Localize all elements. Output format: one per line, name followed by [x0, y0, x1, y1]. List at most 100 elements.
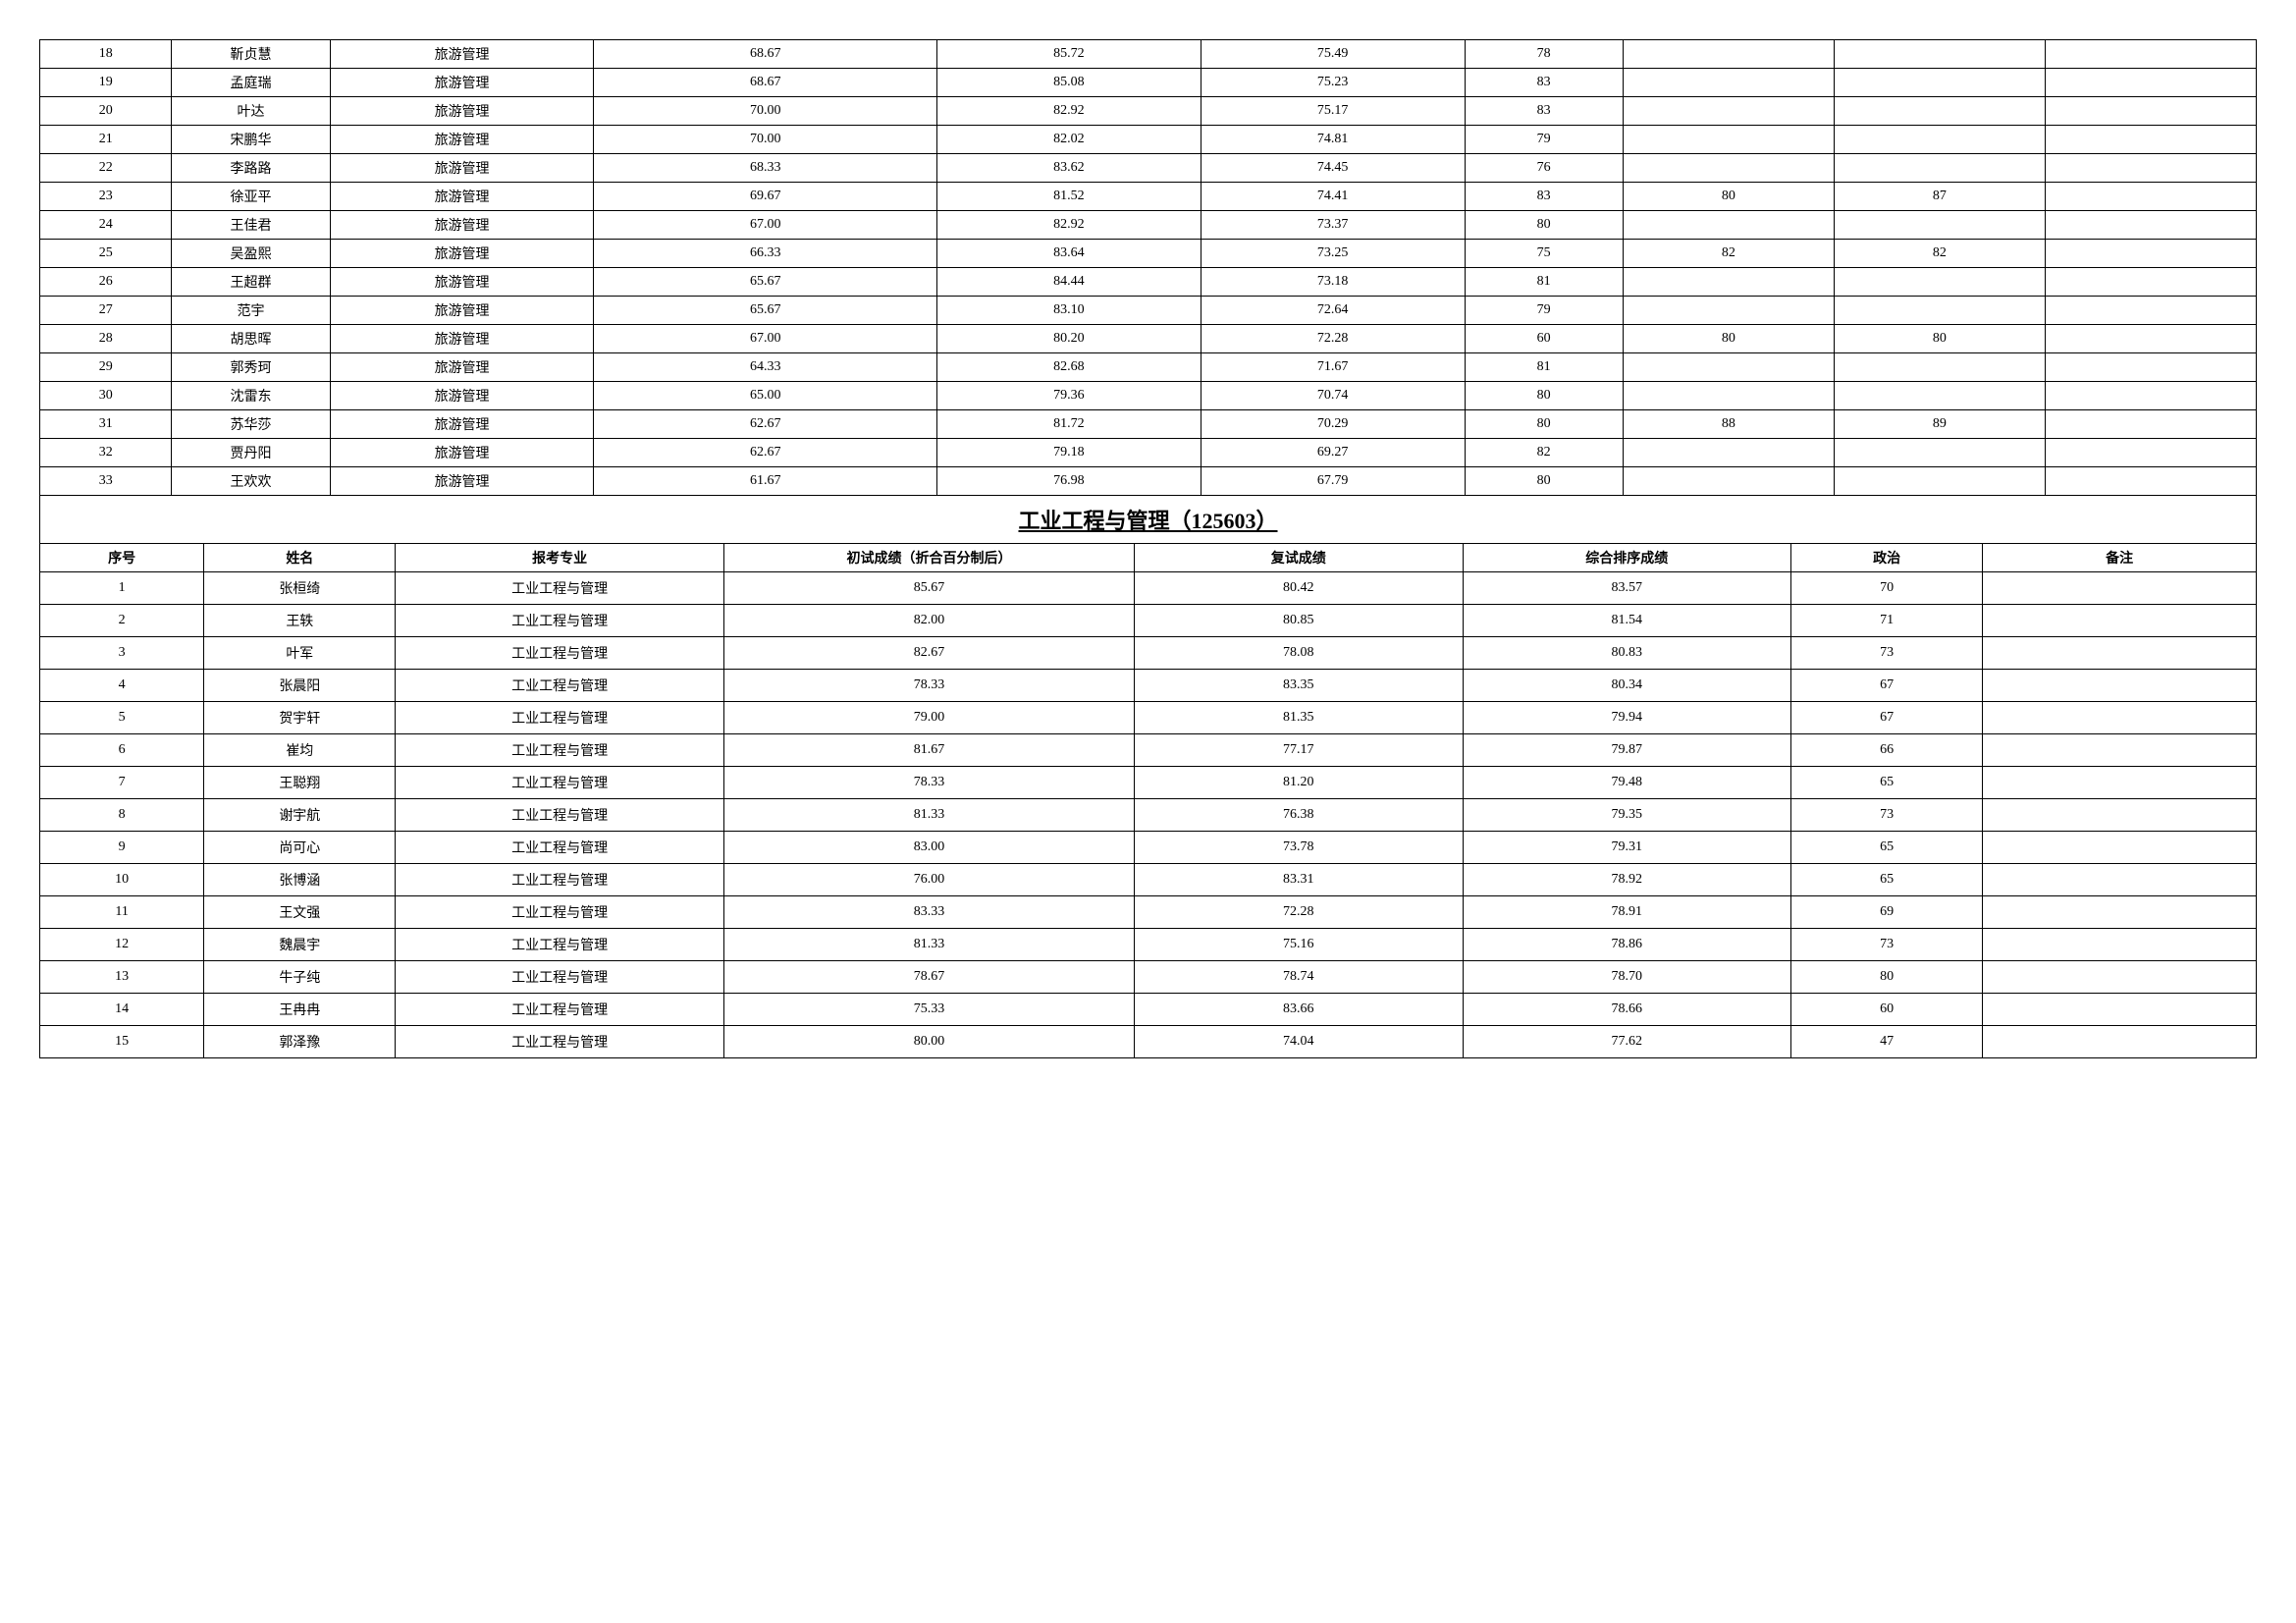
cell-note [1983, 767, 2257, 799]
cell-seq: 14 [40, 994, 204, 1026]
cell-major: 旅游管理 [330, 126, 594, 154]
cell-c2: 83.10 [936, 297, 1201, 325]
cell-seq: 10 [40, 864, 204, 896]
cell-name: 郭泽豫 [204, 1026, 396, 1058]
cell-note [2045, 40, 2256, 69]
cell-c3: 71.67 [1201, 353, 1465, 382]
cell-c2: 77.17 [1135, 734, 1464, 767]
cell-c2: 79.36 [936, 382, 1201, 410]
cell-note [1983, 1026, 2257, 1058]
cell-c3: 75.17 [1201, 97, 1465, 126]
cell-c3: 79.48 [1463, 767, 1791, 799]
cell-c3: 83.57 [1463, 572, 1791, 605]
cell-c4: 80 [1465, 467, 1623, 496]
cell-c4: 80 [1791, 961, 1983, 994]
cell-name: 靳贞慧 [172, 40, 330, 69]
cell-c2: 80.85 [1135, 605, 1464, 637]
cell-c3: 78.66 [1463, 994, 1791, 1026]
cell-major: 工业工程与管理 [396, 961, 724, 994]
cell-c6 [1834, 297, 2045, 325]
cell-c6: 87 [1834, 183, 2045, 211]
cell-c5 [1623, 40, 1834, 69]
cell-c4: 47 [1791, 1026, 1983, 1058]
cell-name: 宋鹏华 [172, 126, 330, 154]
table-row: 6崔均工业工程与管理81.6777.1779.8766 [40, 734, 2257, 767]
cell-major: 工业工程与管理 [396, 832, 724, 864]
cell-major: 旅游管理 [330, 439, 594, 467]
cell-name: 孟庭瑞 [172, 69, 330, 97]
cell-major: 旅游管理 [330, 297, 594, 325]
cell-note [1983, 572, 2257, 605]
cell-c4: 83 [1465, 69, 1623, 97]
cell-note [1983, 637, 2257, 670]
cell-c3: 78.92 [1463, 864, 1791, 896]
cell-c4: 78 [1465, 40, 1623, 69]
cell-c2: 84.44 [936, 268, 1201, 297]
cell-c3: 72.64 [1201, 297, 1465, 325]
table-row: 4张晨阳工业工程与管理78.3383.3580.3467 [40, 670, 2257, 702]
cell-c6 [1834, 353, 2045, 382]
col-seq-header: 序号 [40, 544, 204, 572]
cell-name: 张桓绮 [204, 572, 396, 605]
cell-c4: 73 [1791, 929, 1983, 961]
cell-c6 [1834, 154, 2045, 183]
cell-c1: 78.67 [723, 961, 1134, 994]
cell-c1: 79.00 [723, 702, 1134, 734]
cell-major: 旅游管理 [330, 268, 594, 297]
cell-name: 王佳君 [172, 211, 330, 240]
cell-c3: 75.23 [1201, 69, 1465, 97]
cell-c4: 66 [1791, 734, 1983, 767]
cell-c3: 78.70 [1463, 961, 1791, 994]
cell-name: 叶达 [172, 97, 330, 126]
cell-c6 [1834, 467, 2045, 496]
cell-note [1983, 929, 2257, 961]
cell-c4: 67 [1791, 702, 1983, 734]
cell-c4: 69 [1791, 896, 1983, 929]
cell-c1: 81.33 [723, 929, 1134, 961]
cell-c2: 83.31 [1135, 864, 1464, 896]
cell-c4: 80 [1465, 382, 1623, 410]
cell-major: 旅游管理 [330, 410, 594, 439]
cell-seq: 15 [40, 1026, 204, 1058]
cell-seq: 21 [40, 126, 172, 154]
cell-seq: 31 [40, 410, 172, 439]
cell-c6 [1834, 126, 2045, 154]
cell-c5 [1623, 268, 1834, 297]
cell-c2: 81.35 [1135, 702, 1464, 734]
cell-name: 王文强 [204, 896, 396, 929]
cell-seq: 6 [40, 734, 204, 767]
cell-c1: 65.00 [594, 382, 936, 410]
cell-seq: 9 [40, 832, 204, 864]
cell-major: 旅游管理 [330, 353, 594, 382]
table-row: 2王轶工业工程与管理82.0080.8581.5471 [40, 605, 2257, 637]
cell-c4: 70 [1791, 572, 1983, 605]
cell-c4: 60 [1465, 325, 1623, 353]
cell-c1: 69.67 [594, 183, 936, 211]
cell-c1: 70.00 [594, 126, 936, 154]
cell-name: 李路路 [172, 154, 330, 183]
cell-major: 工业工程与管理 [396, 572, 724, 605]
table-row: 9尚可心工业工程与管理83.0073.7879.3165 [40, 832, 2257, 864]
cell-c2: 82.68 [936, 353, 1201, 382]
cell-c6: 89 [1834, 410, 2045, 439]
cell-c1: 82.00 [723, 605, 1134, 637]
cell-c3: 70.29 [1201, 410, 1465, 439]
cell-c6 [1834, 69, 2045, 97]
cell-c1: 83.33 [723, 896, 1134, 929]
cell-c2: 82.92 [936, 97, 1201, 126]
cell-major: 工业工程与管理 [396, 734, 724, 767]
cell-note [1983, 961, 2257, 994]
cell-major: 工业工程与管理 [396, 637, 724, 670]
cell-c2: 78.74 [1135, 961, 1464, 994]
cell-c5 [1623, 97, 1834, 126]
table-row: 25吴盈熙旅游管理66.3383.6473.25758282 [40, 240, 2257, 268]
cell-c3: 77.62 [1463, 1026, 1791, 1058]
cell-name: 吴盈熙 [172, 240, 330, 268]
cell-c5: 80 [1623, 183, 1834, 211]
table-industrial: 工业工程与管理（125603） 序号 姓名 报考专业 初试成绩（折合百分制后） … [39, 495, 2257, 1058]
table-row: 32贾丹阳旅游管理62.6779.1869.2782 [40, 439, 2257, 467]
cell-c1: 76.00 [723, 864, 1134, 896]
cell-c1: 68.33 [594, 154, 936, 183]
cell-c3: 80.34 [1463, 670, 1791, 702]
cell-name: 魏晨宇 [204, 929, 396, 961]
